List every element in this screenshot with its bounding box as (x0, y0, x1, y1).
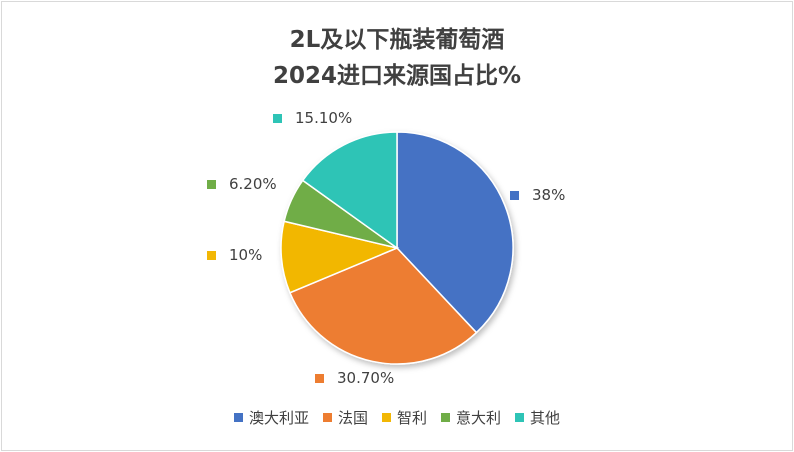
legend: 澳大利亚 法国 智利 意大利 其他 (0, 407, 794, 428)
legend-item-2: 法国 (322, 407, 368, 428)
pie-slice-2 (288, 247, 478, 365)
legend-item-1: 澳大利亚 (233, 407, 309, 428)
legend-item-3: 智利 (381, 407, 427, 428)
pie-slice-5 (301, 131, 398, 250)
data-label-marker-5 (273, 114, 282, 123)
legend-label-2: 法国 (337, 409, 368, 427)
chart-title-line-2: 2024进口来源国占比% (272, 63, 522, 89)
legend-swatch-3 (381, 413, 391, 422)
data-label-1: 38% (532, 186, 565, 204)
pie-slice-3 (280, 220, 400, 294)
chart-title-line-1: 2L及以下瓶装葡萄酒 (289, 27, 505, 53)
data-label-2: 30.70% (337, 369, 394, 387)
data-label-4: 6.20% (229, 175, 277, 193)
legend-item-4: 意大利 (441, 407, 501, 428)
data-label-marker-2 (315, 374, 324, 383)
data-label-marker-1 (510, 191, 519, 200)
legend-label-3: 智利 (396, 409, 427, 427)
legend-swatch-1 (233, 413, 243, 422)
data-label-3: 10% (229, 246, 262, 264)
legend-item-5: 其他 (515, 407, 560, 428)
legend-label-1: 澳大利亚 (248, 409, 309, 427)
data-label-marker-3 (207, 251, 216, 260)
data-label-marker-4 (207, 180, 216, 189)
pie-slice-1 (396, 131, 514, 334)
legend-swatch-2 (322, 413, 332, 422)
legend-label-5: 其他 (530, 409, 561, 427)
legend-label-4: 意大利 (456, 409, 502, 427)
legend-swatch-5 (515, 413, 525, 422)
data-label-5: 15.10% (295, 109, 352, 127)
legend-swatch-4 (441, 413, 450, 422)
